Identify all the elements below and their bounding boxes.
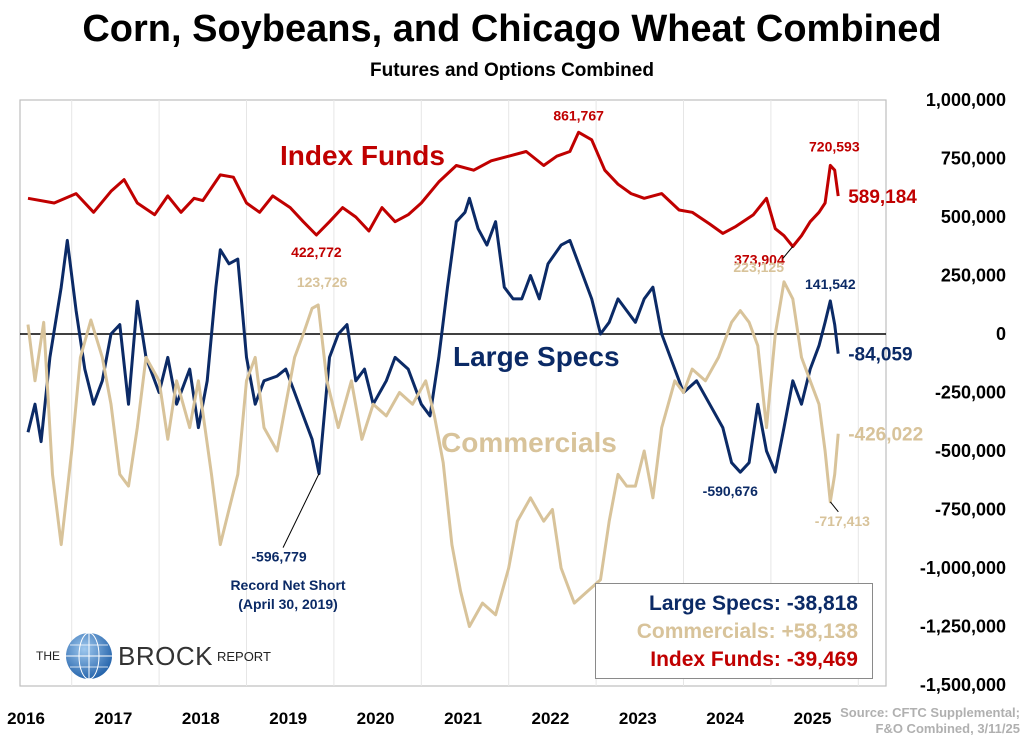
x-tick-label: 2021 (444, 709, 482, 728)
change-row-commercials: Commercials: +58,138 (637, 620, 858, 644)
x-tick-label: 2025 (794, 709, 832, 728)
y-axis: 1,000,000 750,000 500,000 250,000 0 -250,000 -… (920, 90, 1006, 695)
logo-brock: BROCK (118, 640, 213, 671)
annotation-label: -596,779 (251, 549, 306, 565)
annotation-label: 720,593 (809, 138, 860, 154)
x-tick-label: 2019 (269, 709, 307, 728)
series-lines (26, 130, 840, 628)
plot-frame (19, 99, 887, 687)
chart-title: Corn, Soybeans, and Chicago Wheat Combin… (82, 8, 942, 50)
series-line-commercial (26, 280, 840, 628)
annotation-label: 123,726 (297, 274, 348, 290)
y-tick-label: 1,000,000 (926, 90, 1006, 110)
series-line-index (27, 130, 840, 248)
change-value: +58,138 (781, 620, 859, 643)
source-note: Source: CFTC Supplemental; F&O Combined,… (780, 705, 1020, 737)
globe-icon (66, 632, 112, 680)
chart-subtitle: Futures and Options Combined (370, 60, 654, 81)
annotation-label: 223,125 (733, 259, 784, 275)
x-tick-label: 2024 (706, 709, 744, 728)
series-line-large (26, 196, 840, 476)
series-labels: Index Funds 589,184 Large Specs -84,059 Comm… (280, 140, 923, 458)
annotation-label: 373,904 (734, 252, 785, 268)
y-tick-label: -1,250,000 (920, 617, 1006, 637)
y-tick-label: -750,000 (935, 500, 1006, 520)
x-axis: 2016 2017 2018 2019 2020 2021 2022 2023 2024 2025 (7, 709, 831, 728)
y-tick-label: -1,500,000 (920, 675, 1006, 695)
change-label: Index Funds: (650, 648, 781, 671)
change-label: Large Specs: (649, 592, 781, 615)
record-note-line: Record Net Short (230, 577, 345, 593)
annotation-connector (282, 473, 320, 548)
annotation-label: 861,767 (553, 107, 604, 123)
y-tick-label: 0 (996, 324, 1006, 344)
x-tick-label: 2020 (357, 709, 395, 728)
series-label-large: Large Specs (453, 341, 620, 372)
brock-report-logo: THE BROCK REPORT (36, 628, 271, 684)
last-value-commercial: -426,022 (848, 425, 923, 446)
logo-the: THE (36, 649, 60, 663)
annotation-label: 141,542 (805, 276, 856, 292)
x-tick-label: 2023 (619, 709, 657, 728)
annotations: 861,767 720,593 422,772 373,904 123,726 223,1… (230, 107, 870, 612)
weekly-change-box: Large Specs: -38,818 Commercials: +58,13… (595, 583, 873, 679)
annotation-label: 422,772 (291, 244, 342, 260)
change-row-index-funds: Index Funds: -39,469 (650, 648, 858, 672)
x-tick-label: 2018 (182, 709, 220, 728)
x-tick-label: 2017 (94, 709, 132, 728)
annotation-label: -590,676 (703, 483, 758, 499)
record-note-line: (April 30, 2019) (238, 596, 338, 612)
annotation-connector (782, 246, 794, 259)
y-tick-label: 750,000 (941, 149, 1006, 169)
y-tick-label: -250,000 (935, 383, 1006, 403)
source-line: Source: CFTC Supplemental; (840, 705, 1020, 720)
y-tick-label: 500,000 (941, 207, 1006, 227)
y-tick-label: -1,000,000 (920, 558, 1006, 578)
change-row-large-specs: Large Specs: -38,818 (649, 592, 858, 616)
last-value-index: 589,184 (848, 187, 917, 208)
change-value: -39,469 (786, 648, 858, 671)
logo-report: REPORT (216, 648, 271, 664)
last-value-large: -84,059 (848, 345, 912, 366)
y-tick-label: 250,000 (941, 266, 1006, 286)
source-line: F&O Combined, 3/11/25 (875, 721, 1021, 736)
y-tick-label: -500,000 (935, 441, 1006, 461)
change-value: -38,818 (786, 592, 858, 615)
annotation-label: -717,413 (815, 513, 870, 529)
x-tick-label: 2022 (531, 709, 569, 728)
series-label-commercial: Commercials (441, 427, 617, 458)
x-tick-label: 2016 (7, 709, 45, 728)
change-label: Commercials: (636, 620, 776, 643)
series-label-index: Index Funds (280, 140, 445, 171)
annotation-connector (829, 501, 839, 513)
